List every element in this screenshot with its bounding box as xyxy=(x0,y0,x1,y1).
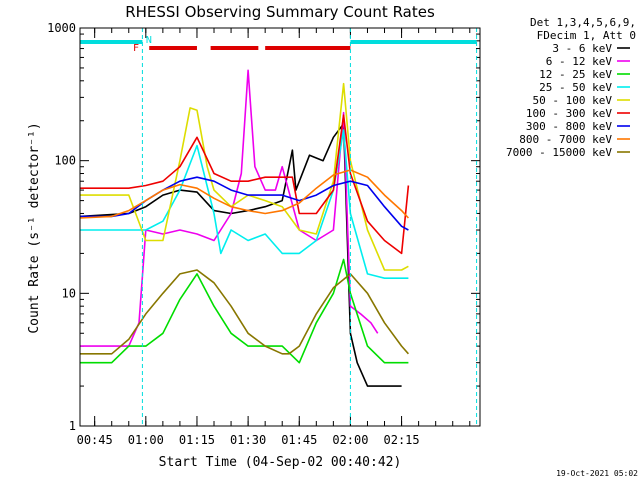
y-tick-label: 1 xyxy=(69,419,76,433)
legend-header: FDecim 1, Att 0 xyxy=(537,29,636,42)
series-line-6-12-kev xyxy=(80,69,379,347)
flare-flag-label: F xyxy=(133,43,139,54)
series-line-800-7000-kev xyxy=(79,169,409,219)
series-line-3-6-kev xyxy=(79,122,402,387)
x-tick-label: 02:00 xyxy=(332,433,368,447)
flags-layer: FN xyxy=(80,28,478,426)
x-tick-label: 00:45 xyxy=(77,433,113,447)
x-axis-label: Start Time (04-Sep-02 00:40:42) xyxy=(159,455,402,470)
legend-label: 25 - 50 keV xyxy=(539,81,612,94)
x-tick-label: 01:30 xyxy=(230,433,266,447)
x-tick-label: 01:15 xyxy=(179,433,215,447)
legend-label: 6 - 12 keV xyxy=(546,55,613,68)
y-tick-label: 10 xyxy=(62,286,76,300)
series-line-100-300-kev xyxy=(80,114,410,255)
chart-title: RHESSI Observing Summary Count Rates xyxy=(125,3,435,21)
legend-label: 12 - 25 keV xyxy=(539,68,612,81)
series-line-7000-15000-kev xyxy=(80,269,409,355)
timestamp: 19-Oct-2021 05:02 xyxy=(556,469,638,478)
series-line-300-800-kev xyxy=(80,176,409,231)
y-tick-label: 100 xyxy=(54,154,76,168)
y-axis: 1 10 100 1000 xyxy=(47,21,480,433)
legend: Det 1,3,4,5,6,9,FDecim 1, Att 03 - 6 keV… xyxy=(506,16,636,159)
legend-label: 100 - 300 keV xyxy=(526,107,612,120)
x-axis: 00:45 01:00 01:15 01:30 01:45 02:00 02:15 xyxy=(77,28,471,447)
legend-label: 50 - 100 keV xyxy=(533,94,613,107)
legend-label: 3 - 6 keV xyxy=(552,42,612,55)
series-line-25-50-kev xyxy=(80,129,409,280)
legend-label: 300 - 800 keV xyxy=(526,120,612,133)
y-axis-label: Count Rate (s⁻¹ detector⁻¹) xyxy=(27,122,42,333)
legend-label: 800 - 7000 keV xyxy=(519,133,612,146)
y-tick-label: 1000 xyxy=(47,21,76,35)
x-tick-label: 02:15 xyxy=(384,433,420,447)
legend-label: 7000 - 15000 keV xyxy=(506,146,612,159)
night-flag-label: N xyxy=(146,35,152,46)
series-line-12-25-kev xyxy=(80,258,409,364)
plot-frame xyxy=(79,27,481,427)
legend-header: Det 1,3,4,5,6,9, xyxy=(530,16,636,29)
series-layer xyxy=(79,69,410,387)
x-tick-label: 01:45 xyxy=(281,433,317,447)
x-tick-label: 01:00 xyxy=(128,433,164,447)
